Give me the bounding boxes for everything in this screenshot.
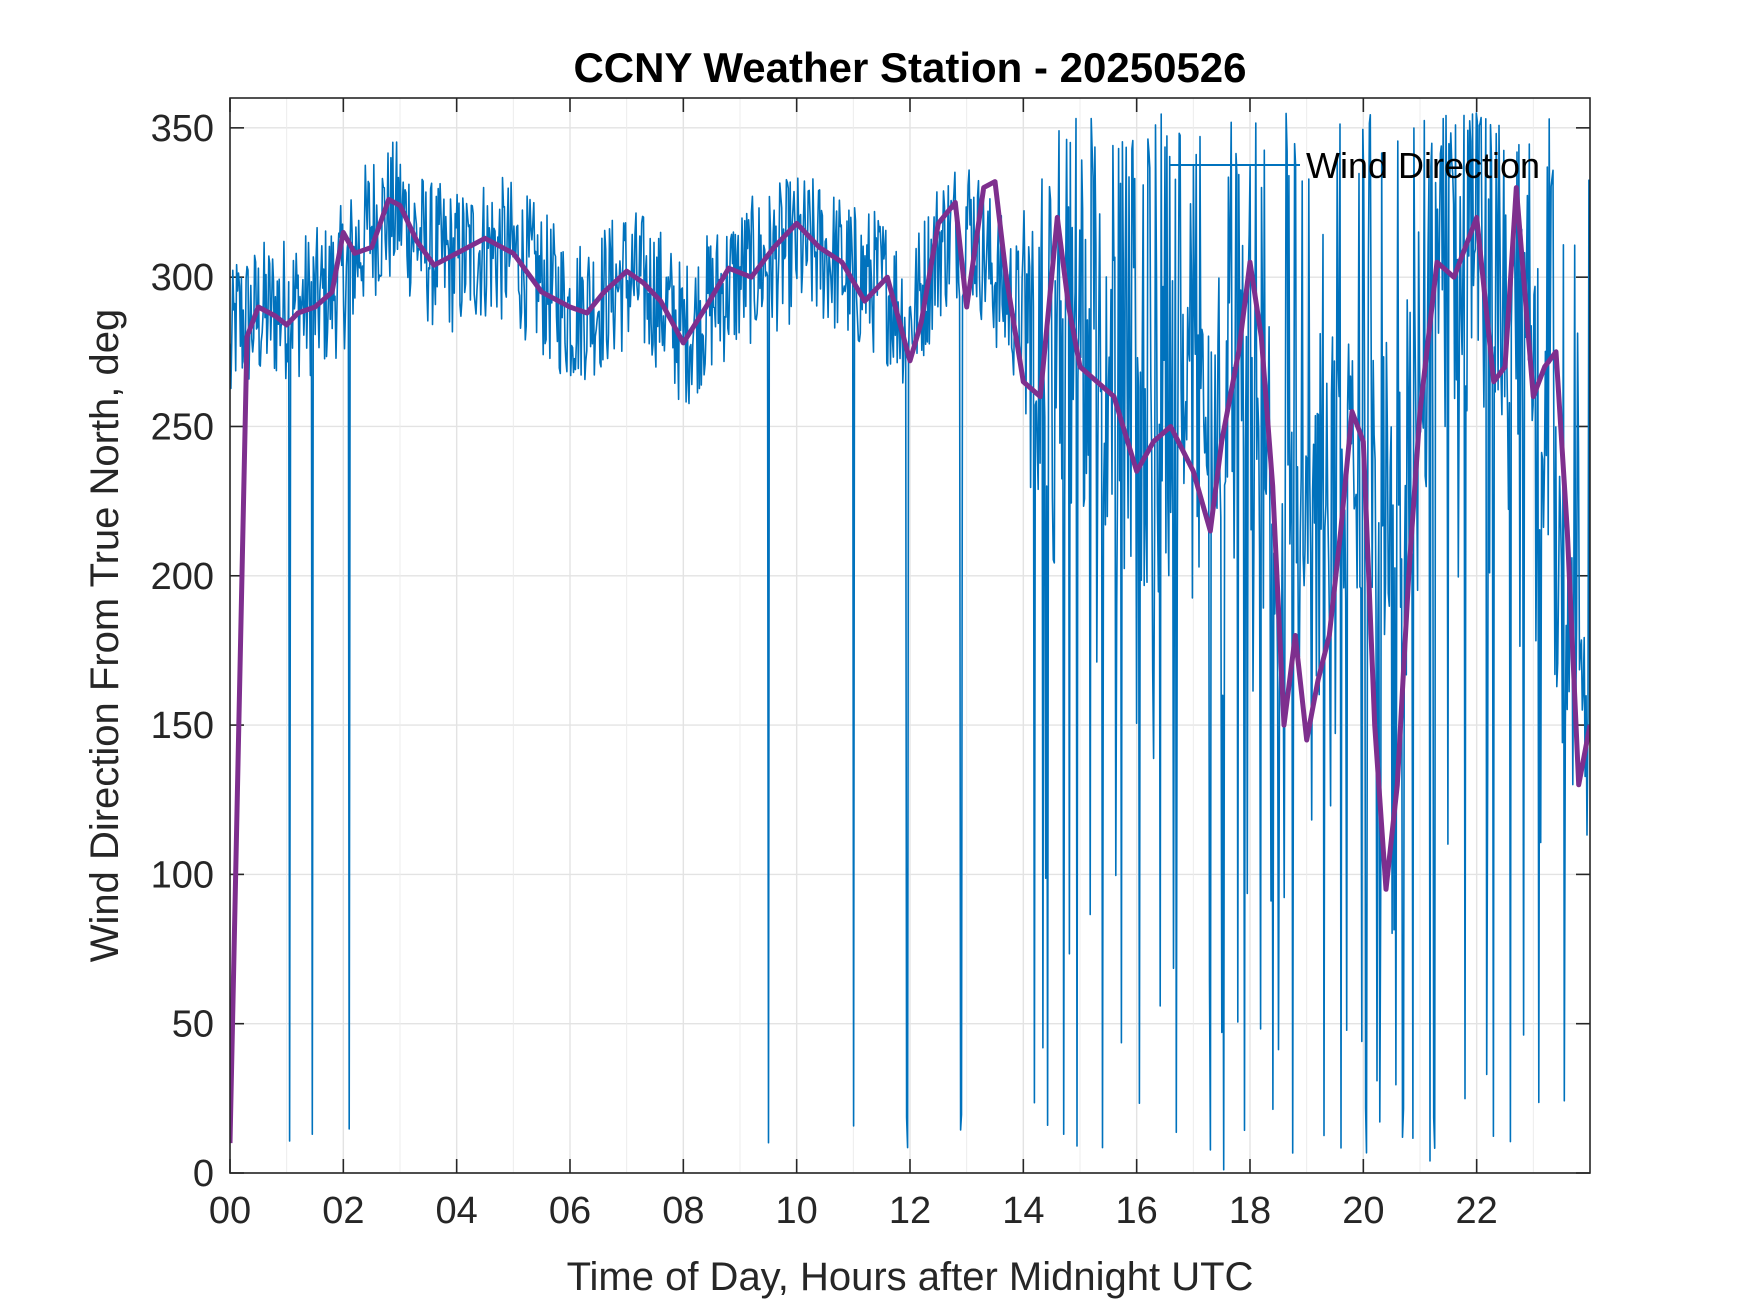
chart-title: CCNY Weather Station - 20250526 [573, 44, 1246, 91]
legend: Wind Direction [1170, 145, 1540, 186]
x-tick-label: 20 [1342, 1190, 1384, 1232]
x-tick-label: 14 [1002, 1190, 1044, 1232]
x-axis-label: Time of Day, Hours after Midnight UTC [567, 1255, 1254, 1299]
series-moving-average-line [230, 179, 1590, 1144]
x-tick-label: 22 [1456, 1190, 1498, 1232]
x-tick-label: 10 [776, 1190, 818, 1232]
x-tick-label: 02 [322, 1190, 364, 1232]
x-tick-label: 04 [436, 1190, 478, 1232]
y-tick-label: 200 [151, 556, 214, 598]
x-ticks: 00 02 04 06 08 10 12 14 16 18 20 22 [209, 98, 1498, 1232]
x-tick-label: 18 [1229, 1190, 1271, 1232]
y-tick-label: 50 [172, 1004, 214, 1046]
series-wind-direction-line [230, 112, 1590, 1171]
x-tick-label: 00 [209, 1190, 251, 1232]
x-tick-label: 08 [662, 1190, 704, 1232]
y-tick-label: 250 [151, 406, 214, 448]
y-tick-label: 350 [151, 108, 214, 150]
y-axis-label: Wind Direction From True North, deg [83, 309, 127, 963]
y-tick-label: 100 [151, 854, 214, 896]
y-tick-label: 0 [193, 1153, 214, 1195]
x-tick-label: 06 [549, 1190, 591, 1232]
y-ticks: 0 50 100 150 200 250 300 350 [151, 108, 1590, 1195]
x-tick-label: 12 [889, 1190, 931, 1232]
plot-frame [229, 97, 1591, 1174]
y-tick-label: 150 [151, 705, 214, 747]
legend-label-wind-direction: Wind Direction [1306, 145, 1540, 186]
y-tick-label: 300 [151, 257, 214, 299]
series-layer [230, 112, 1590, 1171]
x-tick-label: 16 [1116, 1190, 1158, 1232]
